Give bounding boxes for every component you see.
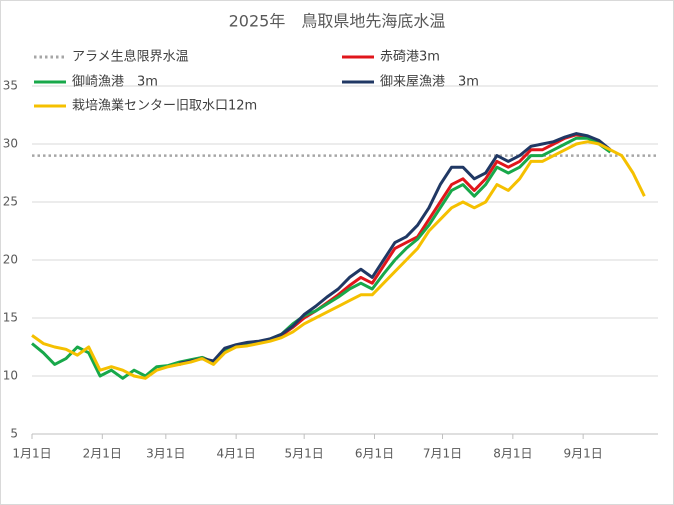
x-tick-label: 2月1日 bbox=[83, 447, 122, 461]
x-tick-label: 1月1日 bbox=[12, 447, 51, 461]
legend-label: 栽培漁業センター旧取水口12m bbox=[72, 98, 257, 114]
x-tick-label: 4月1日 bbox=[216, 447, 255, 461]
series-line bbox=[179, 132, 612, 365]
y-tick-label: 35 bbox=[3, 79, 18, 93]
y-tick-label: 5 bbox=[10, 427, 18, 441]
x-tick-label: 7月1日 bbox=[423, 447, 462, 461]
y-tick-label: 15 bbox=[3, 311, 18, 325]
x-tick-label: 6月1日 bbox=[355, 447, 394, 461]
x-tick-label: 3月1日 bbox=[146, 447, 185, 461]
y-tick-label: 20 bbox=[3, 253, 18, 267]
legend-label: アラメ生息限界水温 bbox=[72, 49, 189, 65]
chart-title: 2025年 鳥取県地先海底水温 bbox=[229, 12, 446, 31]
x-tick-label: 5月1日 bbox=[285, 447, 324, 461]
legend-label: 赤碕港3m bbox=[380, 50, 440, 65]
y-tick-label: 10 bbox=[3, 369, 18, 383]
legend-label: 御崎漁港 3m bbox=[72, 75, 158, 90]
x-tick-label: 8月1日 bbox=[493, 447, 532, 461]
legend-label: 御来屋漁港 3m bbox=[380, 75, 479, 90]
x-tick-label: 9月1日 bbox=[564, 447, 603, 461]
y-tick-label: 25 bbox=[3, 195, 18, 209]
y-tick-label: 30 bbox=[3, 137, 18, 151]
series-line bbox=[31, 140, 646, 380]
